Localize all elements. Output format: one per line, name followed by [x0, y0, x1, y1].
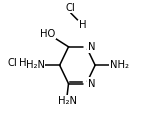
Text: HO: HO — [40, 29, 56, 39]
Text: N: N — [88, 42, 96, 52]
Text: Cl: Cl — [65, 3, 75, 13]
Text: N: N — [88, 79, 96, 89]
Text: NH₂: NH₂ — [110, 60, 129, 70]
Text: Cl: Cl — [8, 58, 18, 68]
Text: H₂N: H₂N — [58, 96, 77, 106]
Text: H: H — [19, 58, 27, 68]
Text: H: H — [79, 20, 86, 30]
Text: H₂N: H₂N — [26, 60, 45, 70]
